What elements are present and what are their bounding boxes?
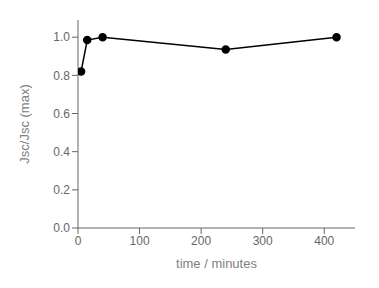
svg-text:0.0: 0.0 (53, 221, 70, 235)
svg-text:0.4: 0.4 (53, 145, 70, 159)
svg-text:0.8: 0.8 (53, 69, 70, 83)
svg-text:0: 0 (75, 234, 82, 248)
svg-text:300: 300 (253, 234, 273, 248)
svg-text:400: 400 (314, 234, 334, 248)
svg-text:200: 200 (191, 234, 211, 248)
svg-text:time / minutes: time / minutes (176, 256, 257, 271)
svg-text:1.0: 1.0 (53, 30, 70, 44)
svg-text:100: 100 (130, 234, 150, 248)
svg-text:Jsc/Jsc (max): Jsc/Jsc (max) (17, 84, 32, 163)
svg-text:0.6: 0.6 (53, 107, 70, 121)
svg-text:0.2: 0.2 (53, 183, 70, 197)
